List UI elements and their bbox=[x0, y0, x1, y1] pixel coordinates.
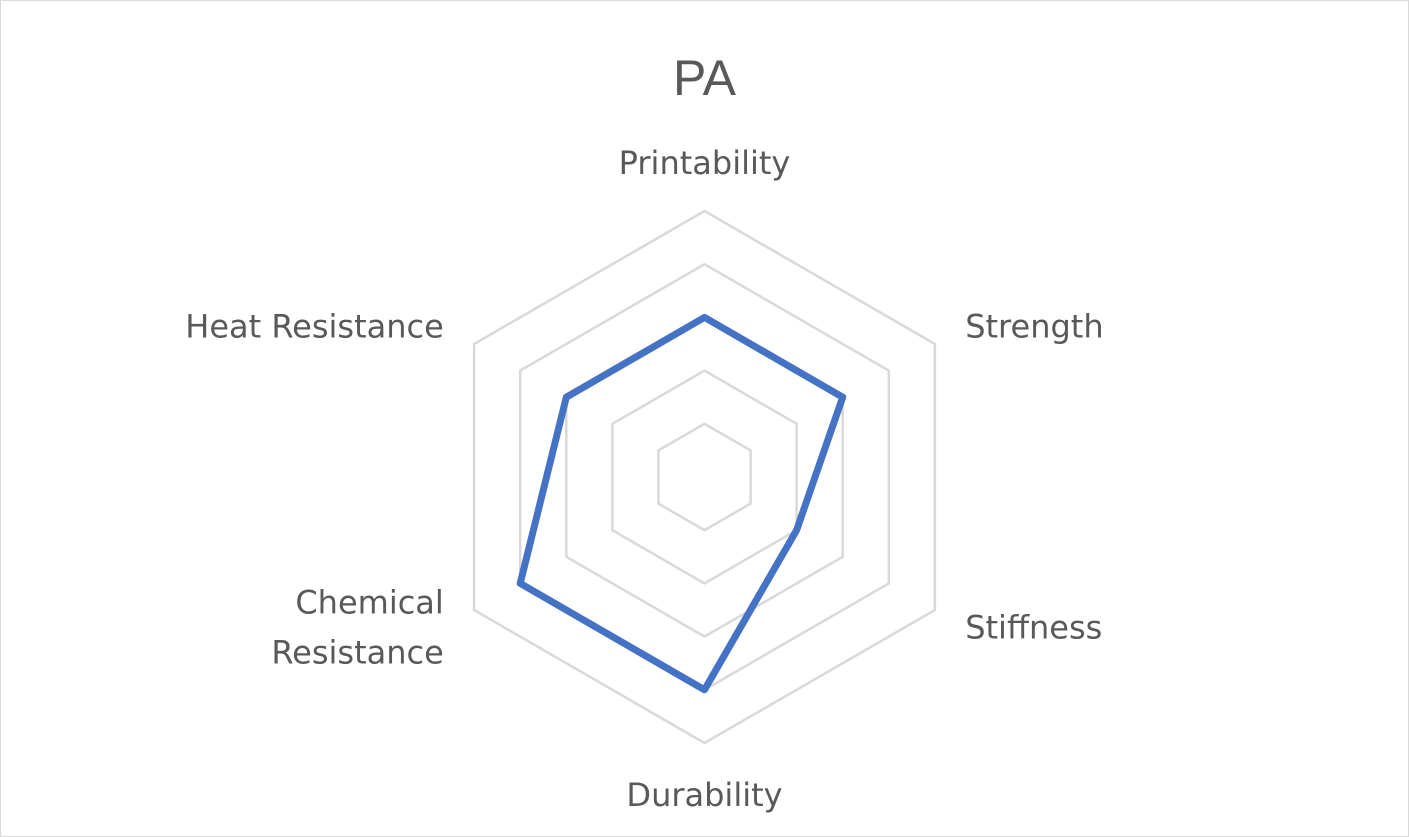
category-label-line: Durability bbox=[626, 776, 782, 814]
category-label: Printability bbox=[619, 144, 791, 182]
grid-ring-2 bbox=[611, 369, 798, 585]
category-label-line: Resistance bbox=[271, 634, 443, 672]
category-label-line: Heat Resistance bbox=[185, 308, 444, 346]
grid-ring-4 bbox=[518, 262, 891, 692]
category-label: Strength bbox=[965, 308, 1103, 346]
grid-ring-3 bbox=[565, 315, 844, 639]
radar-category-labels: Printability Strength Stiffness Durability C… bbox=[185, 144, 1103, 814]
radar-series-layer bbox=[516, 313, 847, 694]
category-label: Heat Resistance bbox=[185, 308, 444, 346]
category-label: Chemical Resistance bbox=[271, 584, 443, 672]
category-label-line: Chemical bbox=[295, 584, 443, 622]
grid-ring-1 bbox=[657, 422, 752, 532]
category-label-line: Stiffness bbox=[965, 609, 1102, 647]
category-label: Stiffness bbox=[965, 609, 1102, 647]
series-line-0 bbox=[516, 313, 847, 694]
category-label-line: Printability bbox=[619, 144, 791, 182]
category-label: Durability bbox=[626, 776, 782, 814]
grid-ring-5 bbox=[472, 209, 937, 745]
category-label-line: Strength bbox=[965, 308, 1103, 346]
chart-title: PA bbox=[673, 50, 736, 106]
